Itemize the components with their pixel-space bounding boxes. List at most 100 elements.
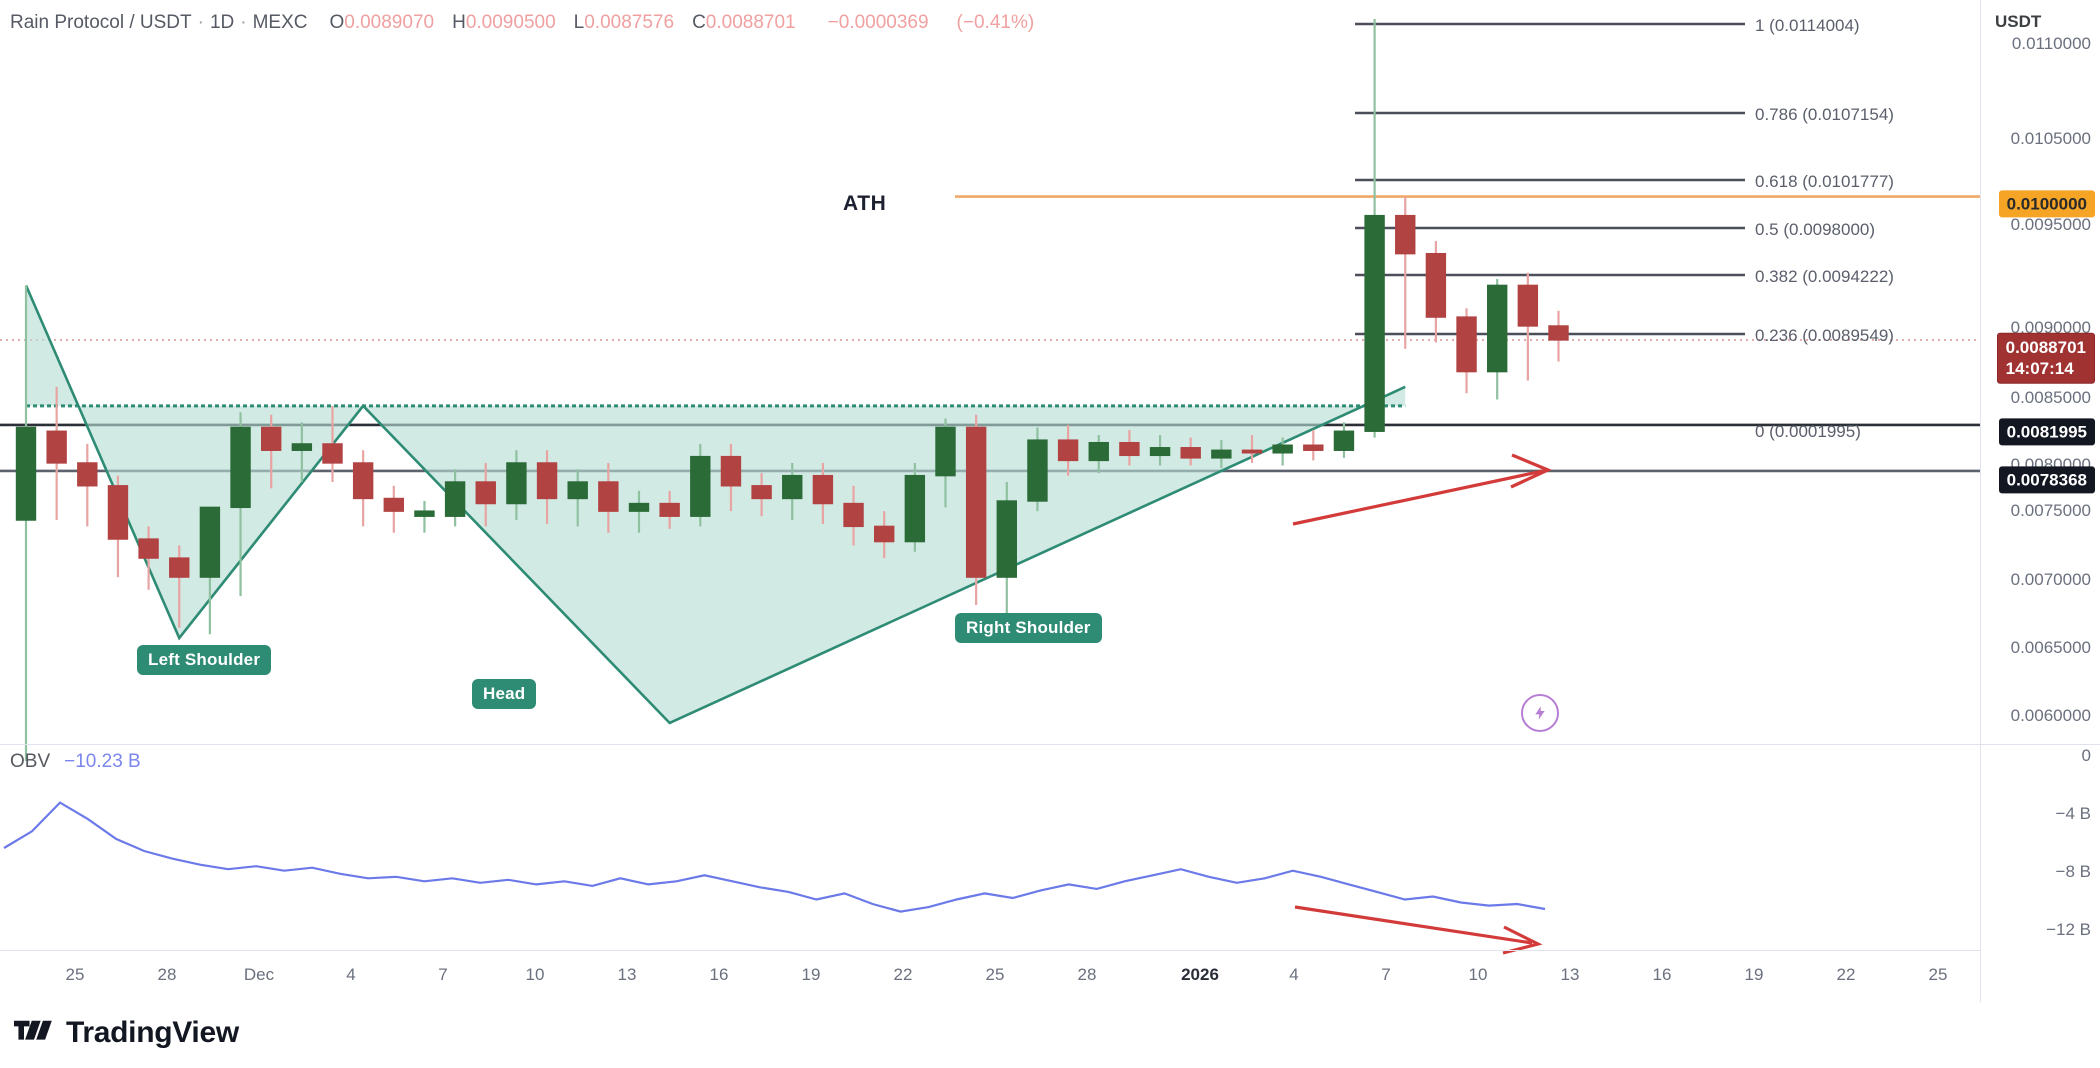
obv-pane[interactable]: OBV −10.23 B [0, 744, 1980, 955]
candle-body [812, 474, 834, 505]
time-tick-10[interactable]: 25 [985, 965, 1005, 984]
ath-annotation-label: ATH [843, 192, 887, 215]
candle-body [15, 426, 37, 521]
candle-body [720, 455, 742, 487]
candle-body [935, 426, 956, 477]
candle-body [1149, 447, 1171, 457]
candle-body [1425, 252, 1447, 318]
symbol-name[interactable]: Rain Protocol / USDT [10, 12, 192, 33]
tradingview-mark-icon [14, 1020, 52, 1040]
change-absolute: −0.0000369 [827, 12, 929, 33]
interval-label[interactable]: 1D [209, 12, 235, 33]
level-badge-lower[interactable]: 0.0078368 [1998, 466, 2095, 494]
candle-body [1119, 441, 1140, 457]
ath-price-badge[interactable]: 0.0100000 [1998, 190, 2095, 218]
right-shoulder-label: Right Shoulder [955, 613, 1102, 643]
candle-body [77, 462, 98, 487]
fib-label-4: 0.382 (0.0094222) [1755, 267, 1894, 286]
time-tick-7[interactable]: 16 [709, 965, 729, 984]
chart-legend[interactable]: Rain Protocol / USDT · 1D · MEXC O 0.008… [10, 10, 1034, 36]
level-badge-upper-value: 0.0081995 [2006, 422, 2087, 442]
obv-chart-canvas[interactable] [0, 745, 1980, 955]
time-tick-19[interactable]: 22 [1836, 965, 1856, 984]
level-badge-upper[interactable]: 0.0081995 [1998, 418, 2095, 446]
candle-body [659, 502, 680, 517]
price-chart-canvas[interactable] [0, 0, 1980, 762]
arrow-shaft [1294, 905, 1533, 945]
candle-body [1548, 325, 1569, 341]
ohlc-low-value: 0.0087576 [584, 12, 675, 33]
candle-body [291, 443, 313, 451]
price-tick-8: 0.0065000 [2010, 638, 2091, 657]
time-tick-18[interactable]: 19 [1744, 965, 1764, 984]
footer: TradingView [0, 1002, 2100, 1068]
time-tick-5[interactable]: 10 [525, 965, 545, 984]
ohlc-low: L 0.0087576 [574, 12, 674, 34]
price-axis-unit: USDT [1995, 12, 2042, 31]
time-tick-2[interactable]: Dec [243, 965, 275, 984]
ohlc-close: C 0.0088701 [692, 12, 796, 34]
candle-body [261, 426, 282, 451]
bearish-divergence-arrow-price [1292, 453, 1552, 526]
time-tick-17[interactable]: 16 [1652, 965, 1672, 984]
ohlc-low-key: L [573, 12, 585, 33]
candle-body [904, 474, 926, 543]
candle-body [107, 485, 129, 540]
candle-body [751, 485, 772, 500]
legend-separator-2: · [240, 12, 247, 33]
time-tick-12[interactable]: 2026 [1181, 965, 1219, 984]
fib-label-0: 1 (0.0114004) [1755, 16, 1860, 35]
time-tick-1[interactable]: 28 [157, 965, 177, 984]
candle-body [567, 481, 588, 500]
candle-body [1364, 214, 1385, 432]
time-tick-0[interactable]: 25 [65, 965, 85, 984]
bearish-divergence-arrow-obv [1294, 905, 1543, 955]
obv-legend[interactable]: OBV −10.23 B [10, 751, 141, 773]
obv-tick-1: −4 B [2055, 804, 2091, 823]
time-tick-15[interactable]: 10 [1468, 965, 1488, 984]
price-tick-1: 0.0105000 [2010, 129, 2091, 148]
candle-body [782, 474, 803, 500]
fib-label-6: 0 (0.0001995) [1755, 422, 1861, 441]
time-tick-16[interactable]: 13 [1560, 965, 1580, 984]
time-tick-14[interactable]: 7 [1381, 965, 1391, 984]
exchange-label[interactable]: MEXC [252, 12, 308, 33]
candle-body [1333, 430, 1355, 451]
candle-body [199, 506, 221, 578]
price-pane[interactable]: ATH Left Shoulder Head Right Shoulder 1 … [0, 0, 1980, 762]
time-tick-8[interactable]: 19 [801, 965, 821, 984]
last-price-badge[interactable]: 0.0088701 14:07:14 [1996, 332, 2095, 384]
time-tick-9[interactable]: 22 [893, 965, 913, 984]
time-tick-4[interactable]: 7 [438, 965, 448, 984]
ohlc-high-key: H [452, 12, 466, 33]
candle-body [1027, 439, 1048, 502]
tradingview-logo[interactable]: TradingView [14, 1016, 239, 1050]
obv-name: OBV [10, 751, 51, 772]
candle-body [996, 500, 1017, 578]
candle-body [169, 557, 190, 578]
candle-body [1517, 284, 1539, 327]
ohlc-close-value: 0.0088701 [705, 12, 796, 33]
price-tick-2: 0.0095000 [2010, 215, 2091, 234]
obv-tick-2: −8 B [2055, 862, 2091, 881]
time-tick-6[interactable]: 13 [617, 965, 637, 984]
arrow-shaft [1292, 469, 1544, 526]
candle-body [352, 462, 374, 500]
time-axis[interactable]: 25 28 Dec 4 7 10 13 16 19 22 25 28 2026 4 7 10 13 16 19 22 2… [0, 950, 1980, 1003]
lightning-bolt-icon[interactable] [1521, 694, 1559, 732]
ohlc-open-key: O [329, 12, 345, 33]
time-tick-11[interactable]: 28 [1077, 965, 1097, 984]
candle-body [536, 462, 558, 500]
axis-divider [1980, 744, 2100, 745]
candle-body [1456, 316, 1477, 373]
time-tick-20[interactable]: 25 [1928, 965, 1948, 984]
candle-body [598, 481, 619, 512]
candle-body [1088, 441, 1109, 462]
time-tick-13[interactable]: 4 [1289, 965, 1299, 984]
head-label: Head [472, 679, 537, 709]
price-tick-6: 0.0075000 [2010, 501, 2091, 520]
time-tick-3[interactable]: 4 [346, 965, 356, 984]
obv-line [3, 801, 1546, 913]
price-axis[interactable]: USDT 0.0110000 0.0105000 0.0095000 0.009000… [1980, 0, 2100, 1002]
ath-price-badge-value: 0.0100000 [2006, 194, 2087, 214]
